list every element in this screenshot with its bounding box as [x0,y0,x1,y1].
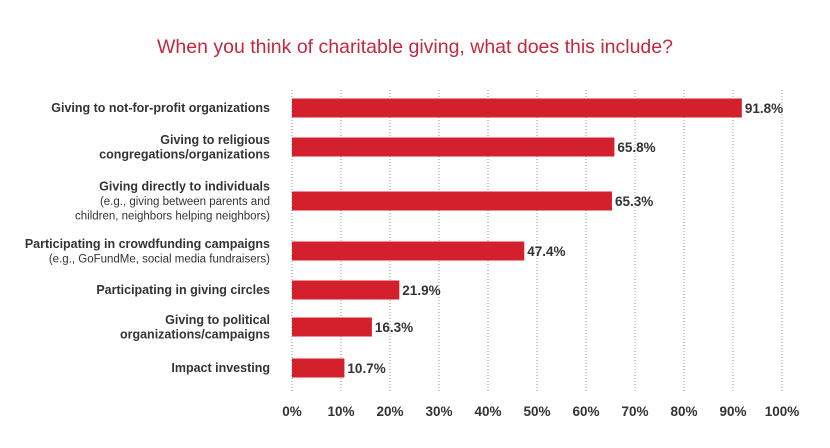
category-label: Impact investing [171,361,270,375]
x-tick-label: 60% [572,404,599,419]
bar [292,241,525,261]
x-tick-label: 50% [523,404,550,419]
value-label: 16.3% [375,320,413,335]
bar [292,317,372,337]
x-tick-label: 90% [719,404,746,419]
category-label: Participating in crowdfunding campaigns [25,237,270,251]
value-label: 65.8% [617,140,655,155]
x-tick-label: 10% [327,404,354,419]
category-label: congregations/organizations [99,147,270,161]
bar [292,358,345,378]
value-label: 21.9% [402,283,440,298]
x-tick-label: 0% [282,404,302,419]
category-label: Giving to religious [160,133,270,147]
x-tick-label: 30% [425,404,452,419]
bar [292,137,615,157]
category-sublabel: (e.g., GoFundMe, social media fundraiser… [49,253,270,265]
bar [292,98,742,118]
category-label: Giving to not-for-profit organizations [51,101,270,115]
value-label: 47.4% [527,244,565,259]
x-tick-label: 40% [474,404,501,419]
value-label: 10.7% [347,361,385,376]
x-tick-label: 80% [670,404,697,419]
value-label: 91.8% [745,101,783,116]
category-sublabel: (e.g., giving between parents and [100,196,270,208]
chart-title: When you think of charitable giving, wha… [157,36,673,58]
bar [292,280,400,300]
category-label: Giving to political [165,313,270,327]
x-tick-label: 70% [621,404,648,419]
bar [292,191,612,211]
x-tick-label: 20% [376,404,403,419]
category-label: Participating in giving circles [96,283,270,297]
category-label: organizations/campaigns [120,327,270,341]
x-tick-label: 100% [765,404,800,419]
category-label: Giving directly to individuals [99,180,270,194]
value-label: 65.3% [615,194,653,209]
category-sublabel: children, neighbors helping neighbors) [75,211,270,223]
